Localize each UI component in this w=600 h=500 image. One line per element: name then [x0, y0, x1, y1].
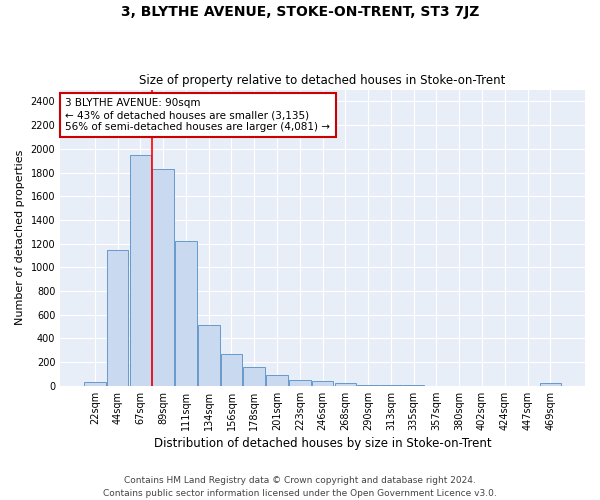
- Bar: [358, 384, 379, 386]
- Text: 3, BLYTHE AVENUE, STOKE-ON-TRENT, ST3 7JZ: 3, BLYTHE AVENUE, STOKE-ON-TRENT, ST3 7J…: [121, 5, 479, 19]
- Bar: [152, 169, 174, 386]
- Bar: [84, 382, 106, 386]
- Bar: [266, 375, 288, 386]
- Bar: [244, 368, 265, 386]
- Bar: [539, 384, 561, 386]
- Bar: [107, 250, 128, 386]
- Bar: [130, 154, 151, 386]
- Bar: [175, 241, 197, 386]
- Text: 3 BLYTHE AVENUE: 90sqm
← 43% of detached houses are smaller (3,135)
56% of semi-: 3 BLYTHE AVENUE: 90sqm ← 43% of detached…: [65, 98, 331, 132]
- Bar: [335, 384, 356, 386]
- Y-axis label: Number of detached properties: Number of detached properties: [15, 150, 25, 326]
- Bar: [380, 385, 402, 386]
- Bar: [312, 381, 334, 386]
- Bar: [289, 380, 311, 386]
- Title: Size of property relative to detached houses in Stoke-on-Trent: Size of property relative to detached ho…: [139, 74, 506, 87]
- X-axis label: Distribution of detached houses by size in Stoke-on-Trent: Distribution of detached houses by size …: [154, 437, 491, 450]
- Bar: [221, 354, 242, 386]
- Text: Contains HM Land Registry data © Crown copyright and database right 2024.
Contai: Contains HM Land Registry data © Crown c…: [103, 476, 497, 498]
- Bar: [198, 326, 220, 386]
